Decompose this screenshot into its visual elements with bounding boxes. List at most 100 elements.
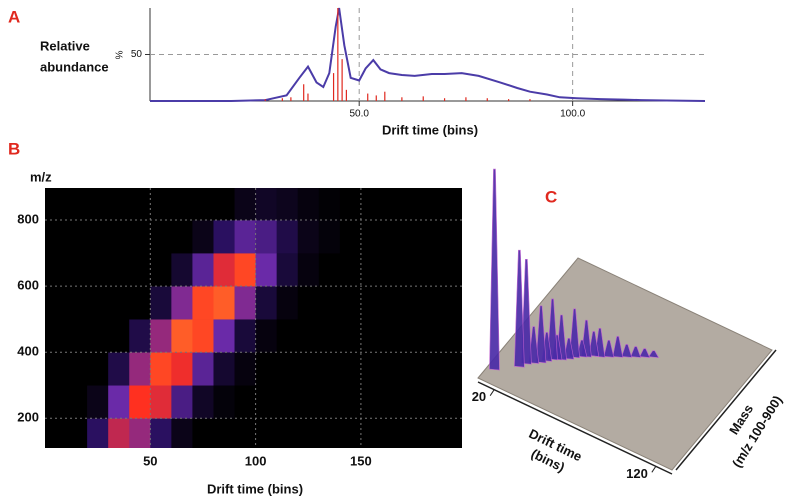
heat-cell [255, 253, 277, 287]
heat-cell [150, 188, 172, 221]
heat-cell [318, 253, 341, 287]
heat-cell [108, 286, 130, 320]
heat-cell [150, 385, 172, 419]
heat-cell [108, 319, 130, 353]
heat-cell [403, 188, 425, 221]
heat-cell [360, 286, 383, 320]
heat-cell [276, 253, 299, 287]
heat-cell [360, 253, 383, 287]
x-tick-label: 100.0 [560, 109, 585, 120]
heat-cell [424, 286, 446, 320]
peak [612, 336, 624, 358]
heat-cell [318, 220, 341, 254]
panel-letter: A [8, 7, 20, 26]
heat-cell [129, 352, 151, 386]
heat-cell [234, 253, 256, 287]
heat-cell [171, 253, 193, 287]
heat-cell [87, 385, 109, 419]
heat-cell [66, 188, 88, 221]
heat-cell [108, 220, 130, 254]
heat-cell [339, 188, 362, 221]
y-tick-label: 600 [17, 278, 39, 293]
heat-cell [424, 253, 446, 287]
heat-cell [192, 220, 214, 254]
heat-cell [171, 220, 193, 254]
heat-cell [276, 385, 299, 419]
heat-cell [66, 319, 88, 353]
heat-cell [129, 220, 151, 254]
heat-cell [234, 188, 256, 221]
heat-cell [403, 319, 425, 353]
heat-cell [192, 319, 214, 353]
heat-cell [87, 220, 109, 254]
heat-cell [403, 352, 425, 386]
heat-cell [171, 319, 193, 353]
heat-cell [360, 385, 383, 419]
heat-cell [150, 319, 172, 353]
x-axis-label: Drift time (bins) [207, 481, 303, 496]
y-axis-label: abundance [40, 59, 109, 74]
heat-cell [255, 220, 277, 254]
y-tick-label: 400 [17, 344, 39, 359]
heat-cell [297, 352, 320, 386]
heat-cell [360, 319, 383, 353]
peak [514, 249, 525, 368]
heat-cell [297, 385, 320, 419]
y-axis-label: Relative [40, 38, 90, 53]
heat-cell [87, 319, 109, 353]
heat-cell [276, 220, 299, 254]
heat-cell [360, 352, 383, 386]
heat-cell [318, 385, 341, 419]
heat-cell [318, 319, 341, 353]
y-tick-label: 200 [17, 410, 39, 425]
heat-cell [318, 286, 341, 320]
peak [489, 168, 500, 371]
heat-cell [276, 319, 299, 353]
y-axis-label: m/z [30, 169, 52, 184]
panel-b: 50 100 150 200 400 600 800 [17, 188, 462, 468]
heat-cell [255, 418, 277, 448]
heat-cell [108, 188, 130, 221]
heat-cell [339, 385, 362, 419]
heat-cell [129, 385, 151, 419]
heat-cell [424, 385, 446, 419]
heat-cell [192, 352, 214, 386]
heat-cell [360, 418, 383, 448]
x-tick-label: 120 [626, 466, 648, 481]
heat-cell [445, 253, 462, 287]
heat-cell [108, 418, 130, 448]
x-tick-label: 50 [143, 453, 157, 468]
peak [621, 344, 633, 358]
heat-cell [66, 253, 88, 287]
heat-cell [381, 352, 404, 386]
y-tick-label: 800 [17, 211, 39, 226]
heat-cell [339, 253, 362, 287]
peak [569, 308, 580, 359]
y-unit: % [112, 51, 123, 60]
heat-cell [424, 220, 446, 254]
heat-cell [339, 319, 362, 353]
z-axis [675, 349, 777, 471]
heat-cell [403, 253, 425, 287]
y-tick-label: 50 [131, 49, 143, 60]
heat-cell [87, 188, 109, 221]
heat-cell [445, 220, 462, 254]
heat-cell [192, 418, 214, 448]
panel-letter: C [545, 187, 557, 206]
heat-cell [445, 286, 462, 320]
heat-cell [150, 220, 172, 254]
heat-cell [360, 188, 383, 221]
heat-cell [255, 286, 277, 320]
heat-cell [297, 253, 320, 287]
heat-cell [318, 418, 341, 448]
heat-cell [424, 418, 446, 448]
heat-cell [403, 418, 425, 448]
heat-cell [297, 286, 320, 320]
heat-cell [66, 286, 88, 320]
heat-cell [150, 286, 172, 320]
heat-cell [213, 220, 235, 254]
heat-cell [403, 286, 425, 320]
heat-cell [45, 418, 67, 448]
